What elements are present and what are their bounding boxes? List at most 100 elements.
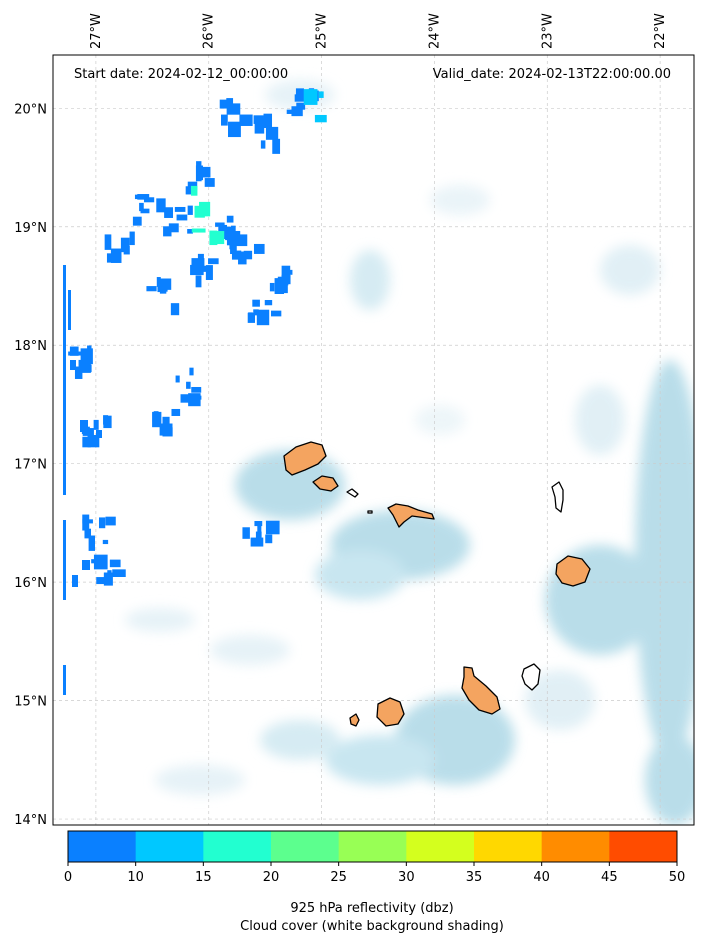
reflectivity-cell xyxy=(187,229,193,234)
reflectivity-cell xyxy=(270,310,282,317)
reflectivity-cell xyxy=(191,258,205,269)
reflectivity-cell xyxy=(139,202,144,212)
islands-layer xyxy=(283,441,591,727)
lon-tick-label-4: 23°W xyxy=(540,13,555,49)
reflectivity-cell xyxy=(78,359,91,373)
reflectivity-cell xyxy=(281,274,291,285)
reflectivity-cell xyxy=(63,520,66,600)
reflectivity-cell xyxy=(260,140,266,149)
reflectivity-cell xyxy=(191,386,202,393)
lon-tick-label-1: 26°W xyxy=(202,13,217,49)
reflectivity-layer xyxy=(68,88,327,586)
reflectivity-cell xyxy=(82,560,90,570)
reflectivity-cell xyxy=(254,122,265,134)
reflectivity-cell xyxy=(162,427,173,437)
reflectivity-cell xyxy=(314,114,327,123)
reflectivity-cell xyxy=(84,528,92,539)
reflectivity-cell xyxy=(82,428,94,436)
reflectivity-cell xyxy=(286,109,295,114)
cloud-patch xyxy=(415,405,465,435)
cloud-patch xyxy=(235,450,345,520)
reflectivity-cell xyxy=(191,228,206,233)
reflectivity-cell xyxy=(176,214,188,221)
island-fogo xyxy=(376,697,405,727)
island-santo-antao xyxy=(283,441,327,476)
reflectivity-cell xyxy=(156,198,166,213)
island-sal xyxy=(551,481,564,513)
reflectivity-cell xyxy=(219,99,232,109)
colorbar-frame xyxy=(67,830,678,863)
colorbar-label-line1: 925 hPa reflectivity (dbz) xyxy=(290,901,453,916)
reflectivity-cell xyxy=(68,290,71,330)
reflectivity-cell xyxy=(253,243,265,254)
island-brava xyxy=(349,713,360,727)
reflectivity-cell xyxy=(129,231,135,246)
reflectivity-cell xyxy=(72,575,78,587)
reflectivity-cell xyxy=(93,419,99,430)
colorbar-ticks: 0 10 15 20 25 30 35 40 45 50 xyxy=(64,862,685,885)
reflectivity-cell xyxy=(239,114,253,126)
reflectivity-cell xyxy=(265,126,279,140)
island-maio xyxy=(521,663,541,691)
reflectivity-cell xyxy=(198,265,212,272)
reflectivity-cell xyxy=(137,194,150,200)
cloud-patch xyxy=(635,360,694,760)
reflectivity-cell xyxy=(243,250,253,260)
reflectivity-cell xyxy=(186,381,191,389)
lon-tick-label-5: 22°W xyxy=(653,13,668,49)
cloud-patch xyxy=(155,765,245,795)
reflectivity-cell xyxy=(226,215,234,223)
cloud-patch xyxy=(430,185,490,215)
reflectivity-cell xyxy=(174,206,186,212)
colorbar-tick-label-5: 30 xyxy=(398,870,415,885)
reflectivity-cell xyxy=(247,312,255,323)
reflectivity-cell xyxy=(296,102,306,110)
reflectivity-cell xyxy=(226,103,241,115)
colorbar-tick-label-1: 10 xyxy=(127,870,144,885)
reflectivity-cell xyxy=(175,375,180,383)
reflectivity-cell xyxy=(252,299,260,307)
colorbar-tick-label-8: 45 xyxy=(601,870,618,885)
colorbar-swatch-2 xyxy=(203,831,272,862)
reflectivity-cell xyxy=(204,178,215,187)
colorbar-tick-label-0: 0 xyxy=(64,870,72,885)
map-frame xyxy=(52,54,695,826)
lat-tick-label-5: 15°N xyxy=(14,695,47,710)
cloud-patch xyxy=(210,635,290,665)
reflectivity-cell xyxy=(163,226,172,237)
reflectivity-cell xyxy=(229,241,236,250)
colorbar-tick-label-3: 20 xyxy=(263,870,280,885)
reflectivity-cell xyxy=(255,531,262,546)
reflectivity-cell xyxy=(69,346,79,356)
colorbar: 0 10 15 20 25 30 35 40 45 50 925 hPa reflectivity… xyxy=(64,830,685,934)
reflectivity-cell xyxy=(256,309,270,326)
reflectivity-cell xyxy=(233,122,240,135)
reflectivity-cell xyxy=(291,106,303,117)
reflectivity-cell xyxy=(180,394,191,403)
reflectivity-cell xyxy=(272,138,281,154)
reflectivity-cell xyxy=(269,282,275,292)
reflectivity-cell xyxy=(214,231,225,245)
reflectivity-cell xyxy=(185,186,194,195)
reflectivity-cell xyxy=(98,517,106,529)
cloud-patch xyxy=(525,670,595,730)
reflectivity-cell xyxy=(187,205,193,215)
cloud-cover-layer xyxy=(125,80,694,825)
colorbar-swatch-8 xyxy=(609,831,678,862)
reflectivity-cell xyxy=(303,89,318,105)
reflectivity-cell xyxy=(110,248,122,263)
reflectivity-cell xyxy=(209,230,218,246)
reflectivity-cell xyxy=(242,527,250,539)
reflectivity-cell xyxy=(88,535,96,551)
reflectivity-cell xyxy=(171,408,181,416)
reflectivity-cell xyxy=(190,185,198,196)
reflectivity-cell xyxy=(109,559,121,568)
colorbar-swatch-7 xyxy=(541,831,610,862)
reflectivity-cell xyxy=(226,98,234,107)
colorbar-label-line2: Cloud cover (white background shading) xyxy=(240,919,504,934)
reflectivity-cell xyxy=(102,539,109,545)
colorbar-swatch-1 xyxy=(135,831,204,862)
reflectivity-cell xyxy=(152,413,158,422)
lon-tick-label-0: 27°W xyxy=(89,13,104,49)
